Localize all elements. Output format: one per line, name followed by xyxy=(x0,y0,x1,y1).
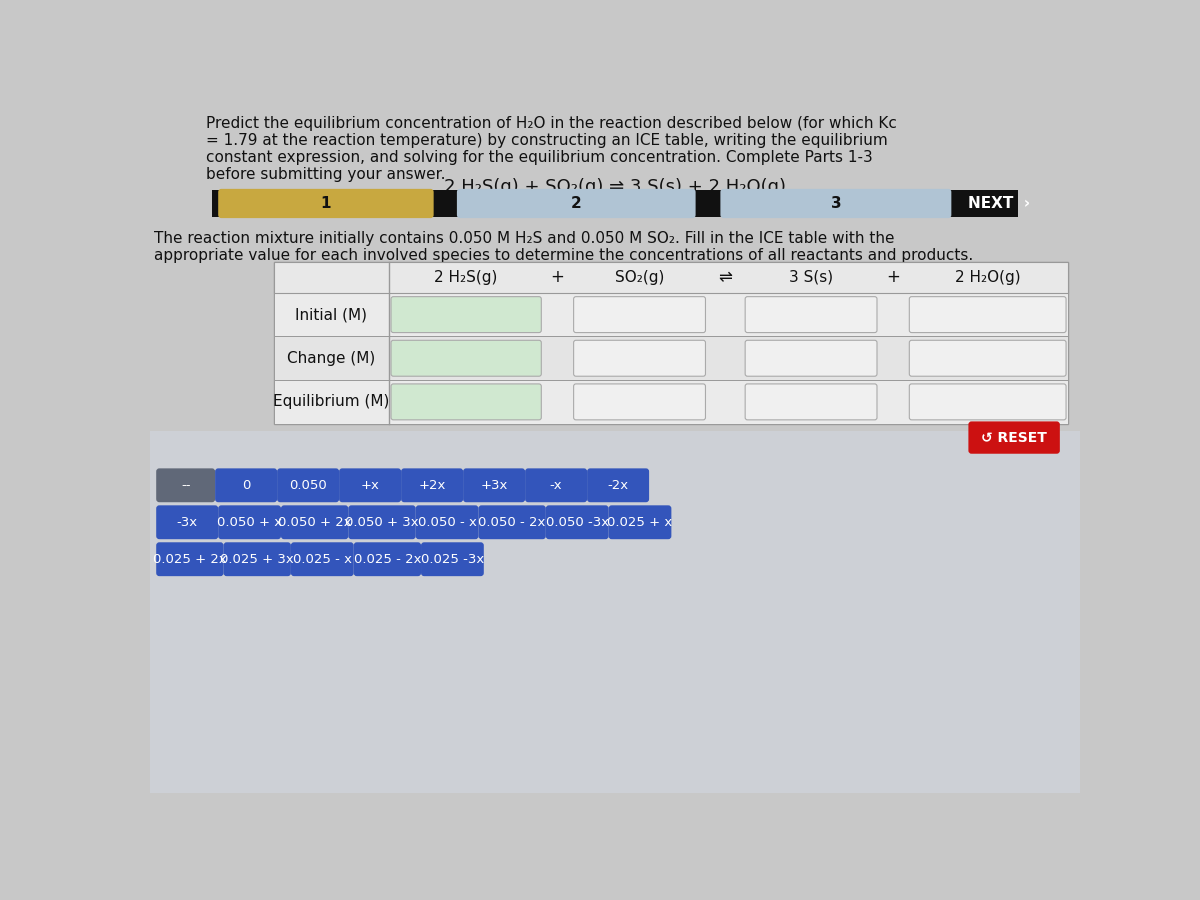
Text: 0.025 + 2x: 0.025 + 2x xyxy=(152,553,227,566)
Bar xyxy=(150,431,1080,793)
Text: +2x: +2x xyxy=(419,479,445,491)
FancyBboxPatch shape xyxy=(910,340,1066,376)
Bar xyxy=(274,380,1068,424)
Text: +x: +x xyxy=(361,479,379,491)
Text: 0.050 - x: 0.050 - x xyxy=(418,516,476,529)
FancyBboxPatch shape xyxy=(156,543,223,576)
Bar xyxy=(274,292,1068,337)
Text: --: -- xyxy=(181,479,191,491)
Text: +: + xyxy=(887,268,900,286)
Text: -2x: -2x xyxy=(607,479,629,491)
Text: constant expression, and solving for the equilibrium concentration. Complete Par: constant expression, and solving for the… xyxy=(206,149,872,165)
FancyBboxPatch shape xyxy=(608,505,671,539)
FancyBboxPatch shape xyxy=(745,384,877,419)
Text: 0.025 - x: 0.025 - x xyxy=(293,553,352,566)
FancyBboxPatch shape xyxy=(218,189,433,218)
Text: appropriate value for each involved species to determine the concentrations of a: appropriate value for each involved spec… xyxy=(154,248,973,263)
Text: 3 S(s): 3 S(s) xyxy=(790,270,833,285)
Text: The reaction mixture initially contains 0.050 M H₂S and 0.050 M SO₂. Fill in the: The reaction mixture initially contains … xyxy=(154,231,894,247)
Text: +3x: +3x xyxy=(480,479,508,491)
Text: 0.050 + 3x: 0.050 + 3x xyxy=(346,516,419,529)
Text: 2 H₂O(g): 2 H₂O(g) xyxy=(955,270,1020,285)
FancyBboxPatch shape xyxy=(340,468,401,502)
Text: 0.025 + x: 0.025 + x xyxy=(607,516,673,529)
Text: 0.050 -3x: 0.050 -3x xyxy=(546,516,608,529)
FancyBboxPatch shape xyxy=(215,468,277,502)
Text: Predict the equilibrium concentration of H₂O in the reaction described below (fo: Predict the equilibrium concentration of… xyxy=(206,116,896,130)
Text: 0.050: 0.050 xyxy=(289,479,326,491)
Text: Initial (M): Initial (M) xyxy=(295,307,367,322)
Text: 1: 1 xyxy=(320,196,331,211)
Text: 3: 3 xyxy=(830,196,841,211)
FancyBboxPatch shape xyxy=(223,543,290,576)
Text: = 1.79 at the reaction temperature) by constructing an ICE table, writing the eq: = 1.79 at the reaction temperature) by c… xyxy=(206,132,888,148)
Bar xyxy=(274,337,1068,380)
Text: ⇌: ⇌ xyxy=(719,268,732,286)
Text: ↺ RESET: ↺ RESET xyxy=(982,430,1048,445)
FancyBboxPatch shape xyxy=(421,543,484,576)
FancyBboxPatch shape xyxy=(587,468,649,502)
FancyBboxPatch shape xyxy=(574,340,706,376)
FancyBboxPatch shape xyxy=(745,340,877,376)
Text: 0.050 + x: 0.050 + x xyxy=(217,516,282,529)
FancyBboxPatch shape xyxy=(277,468,340,502)
FancyBboxPatch shape xyxy=(968,421,1060,454)
Text: 2 H₂S(g): 2 H₂S(g) xyxy=(434,270,498,285)
Bar xyxy=(212,190,1018,217)
Text: 0.025 + 3x: 0.025 + 3x xyxy=(221,553,294,566)
Text: 0.050 - 2x: 0.050 - 2x xyxy=(479,516,546,529)
FancyBboxPatch shape xyxy=(745,297,877,333)
FancyBboxPatch shape xyxy=(354,543,421,576)
Text: 2 H₂S(g) + SO₂(g) ⇌ 3 S(s) + 2 H₂O(g): 2 H₂S(g) + SO₂(g) ⇌ 3 S(s) + 2 H₂O(g) xyxy=(444,177,786,195)
FancyBboxPatch shape xyxy=(910,384,1066,419)
Text: SO₂(g): SO₂(g) xyxy=(614,270,665,285)
Text: -3x: -3x xyxy=(176,516,198,529)
FancyBboxPatch shape xyxy=(574,384,706,419)
FancyBboxPatch shape xyxy=(391,384,541,419)
Text: before submitting your answer.: before submitting your answer. xyxy=(206,166,445,182)
Text: -x: -x xyxy=(550,479,563,491)
Text: 0: 0 xyxy=(242,479,251,491)
Text: Equilibrium (M): Equilibrium (M) xyxy=(274,394,390,410)
Text: 0.025 -3x: 0.025 -3x xyxy=(421,553,484,566)
Text: 0.050 + 2x: 0.050 + 2x xyxy=(278,516,352,529)
Text: +: + xyxy=(551,268,564,286)
Text: 0.025 - 2x: 0.025 - 2x xyxy=(354,553,421,566)
FancyBboxPatch shape xyxy=(290,543,354,576)
FancyBboxPatch shape xyxy=(401,468,463,502)
Text: NEXT  ›: NEXT › xyxy=(967,196,1030,211)
FancyBboxPatch shape xyxy=(720,189,952,218)
Bar xyxy=(274,262,1068,292)
FancyBboxPatch shape xyxy=(281,505,348,539)
Text: Change (M): Change (M) xyxy=(287,351,376,365)
FancyBboxPatch shape xyxy=(526,468,587,502)
FancyBboxPatch shape xyxy=(574,297,706,333)
FancyBboxPatch shape xyxy=(156,468,215,502)
FancyBboxPatch shape xyxy=(348,505,415,539)
FancyBboxPatch shape xyxy=(479,505,546,539)
Text: 2: 2 xyxy=(571,196,582,211)
FancyBboxPatch shape xyxy=(391,297,541,333)
FancyBboxPatch shape xyxy=(910,297,1066,333)
FancyBboxPatch shape xyxy=(457,189,696,218)
FancyBboxPatch shape xyxy=(156,505,218,539)
FancyBboxPatch shape xyxy=(415,505,479,539)
FancyBboxPatch shape xyxy=(218,505,281,539)
FancyBboxPatch shape xyxy=(546,505,608,539)
Bar xyxy=(274,262,1068,424)
FancyBboxPatch shape xyxy=(391,340,541,376)
FancyBboxPatch shape xyxy=(463,468,526,502)
